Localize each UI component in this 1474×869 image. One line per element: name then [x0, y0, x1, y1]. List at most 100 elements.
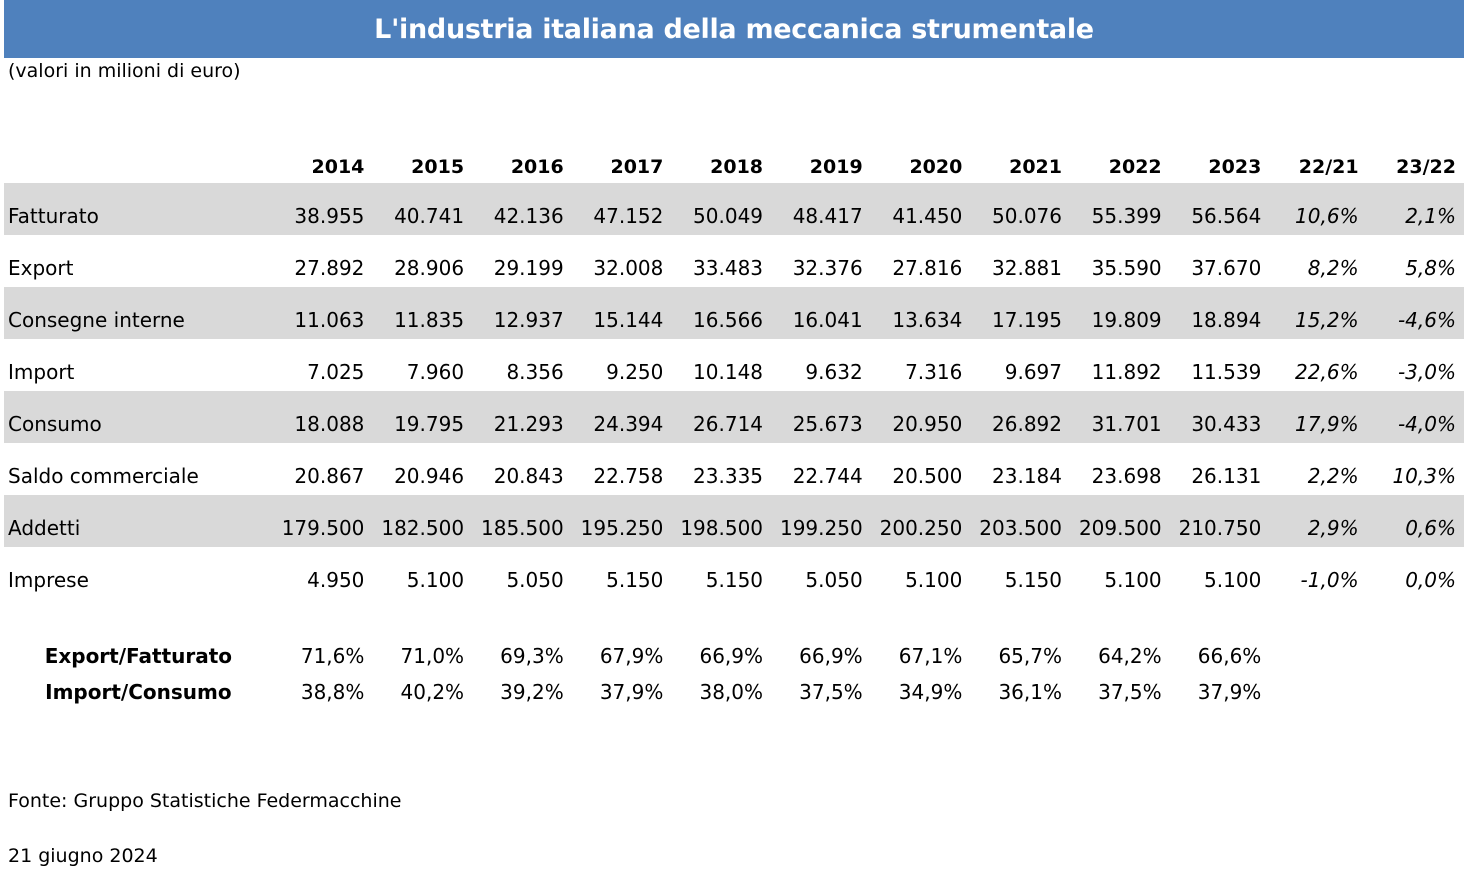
table-cell: 5.100 — [1204, 568, 1262, 592]
table-cell: 15.144 — [571, 287, 672, 339]
table-cell: 8.356 — [506, 360, 564, 384]
table-cell: 7.316 — [905, 360, 963, 384]
column-header: 2015 — [411, 156, 465, 178]
column-header: 2017 — [610, 156, 664, 178]
table-cell: 50.049 — [671, 183, 772, 235]
table-cell: 22,6% — [1295, 360, 1359, 384]
empty-cell — [1367, 674, 1464, 710]
table-cell: 2,2% — [1307, 464, 1359, 488]
page-title: L'industria italiana della meccanica str… — [374, 13, 1094, 45]
ratio-cell: 36,1% — [998, 680, 1062, 704]
ratio-row: Export/Fatturato 71,6% 71,0% 69,3% 67,9% 66,9… — [4, 638, 1464, 674]
ratio-cell: 39,2% — [500, 680, 564, 704]
table-cell: 28.906 — [394, 256, 465, 280]
table-cell: 203.500 — [970, 495, 1070, 547]
ratio-cell: 71,0% — [400, 644, 465, 668]
table-body: Fatturato 38.955 40.741 42.136 47.152 50.049 4… — [4, 183, 1464, 599]
table-cell: 20.950 — [870, 391, 971, 443]
table-cell: 23.698 — [1091, 464, 1162, 488]
ratio-cell: 71,6% — [300, 644, 365, 668]
row-label: Addetti — [4, 495, 273, 547]
ratio-cell: 37,9% — [1197, 680, 1262, 704]
table-cell: 2,1% — [1366, 183, 1464, 235]
row-label: Consegne interne — [4, 287, 273, 339]
source-note: Fonte: Gruppo Statistiche Federmacchine — [8, 790, 402, 812]
data-table: 2014 2015 2016 2017 2018 2019 2020 2021 … — [4, 138, 1464, 599]
empty-cell — [1367, 638, 1464, 674]
table-cell: 26.131 — [1191, 464, 1262, 488]
ratio-cell: 38,0% — [699, 680, 764, 704]
table-cell: 27.892 — [294, 256, 365, 280]
table-cell: 42.136 — [472, 183, 572, 235]
table-row: Saldo commerciale 20.867 20.946 20.843 22.75… — [4, 443, 1464, 495]
table-cell: 25.673 — [771, 391, 871, 443]
table-cell: 11.835 — [372, 287, 473, 339]
table-cell: 22.758 — [593, 464, 664, 488]
table-cell: 5.100 — [1104, 568, 1162, 592]
table-cell: 182.500 — [372, 495, 473, 547]
title-bar: L'industria italiana della meccanica str… — [4, 0, 1464, 58]
header-empty — [4, 138, 273, 183]
table-cell: 29.199 — [493, 256, 564, 280]
row-label: Imprese — [8, 568, 89, 592]
table-cell: -1,0% — [1300, 568, 1359, 592]
table-cell: 5.050 — [805, 568, 863, 592]
table-cell: 19.795 — [372, 391, 473, 443]
table-cell: 48.417 — [771, 183, 871, 235]
ratio-cell: 67,1% — [898, 644, 963, 668]
table-row: Consegne interne 11.063 11.835 12.937 15.144… — [4, 287, 1464, 339]
table-cell: 11.892 — [1091, 360, 1162, 384]
table-cell: 16.566 — [671, 287, 772, 339]
ratio-cell: 66,9% — [799, 644, 863, 668]
empty-cell — [1269, 638, 1366, 674]
table-cell: 209.500 — [1070, 495, 1170, 547]
ratio-cell: 64,2% — [1098, 644, 1162, 668]
table-cell: -4,0% — [1366, 391, 1464, 443]
table-cell: 9.632 — [805, 360, 863, 384]
table-cell: 32.881 — [992, 256, 1062, 280]
table-cell: 10,3% — [1392, 464, 1456, 488]
table-cell: 38.955 — [272, 183, 373, 235]
table-cell: 7.960 — [406, 360, 465, 384]
table-cell: 24.394 — [571, 391, 672, 443]
table-cell: 41.450 — [870, 183, 971, 235]
ratio-cell: 66,9% — [699, 644, 764, 668]
table-cell: 32.376 — [792, 256, 863, 280]
table-cell: 18.088 — [272, 391, 373, 443]
column-header: 2022 — [1108, 156, 1162, 178]
table-row: Consumo 18.088 19.795 21.293 24.394 26.714 25.… — [4, 391, 1464, 443]
table-cell: 31.701 — [1070, 391, 1170, 443]
ratio-cell: 65,7% — [998, 644, 1062, 668]
ratio-cell: 69,3% — [500, 644, 564, 668]
row-label: Saldo commerciale — [8, 464, 199, 488]
table-cell: 5.100 — [406, 568, 465, 592]
table-cell: 195.250 — [571, 495, 672, 547]
table-row: Imprese 4.950 5.100 5.050 5.150 5.150 5.050 5.1… — [4, 547, 1464, 599]
table-cell: 5.150 — [705, 568, 764, 592]
column-header: 2020 — [909, 156, 963, 178]
ratio-label: Export/Fatturato — [44, 644, 233, 668]
column-header: 23/22 — [1396, 156, 1456, 178]
table-cell: 11.063 — [272, 287, 373, 339]
table-cell: 4.950 — [307, 568, 365, 592]
ratios-table: Export/Fatturato 71,6% 71,0% 69,3% 67,9% 66,9… — [4, 638, 1464, 710]
table-row: Addetti 179.500 182.500 185.500 195.250 198.5… — [4, 495, 1464, 547]
table-cell: 56.564 — [1169, 183, 1270, 235]
table-row: Export 27.892 28.906 29.199 32.008 33.483 32.3… — [4, 235, 1464, 287]
column-header: 2014 — [311, 156, 365, 178]
table-cell: 198.500 — [671, 495, 772, 547]
table-cell: 30.433 — [1169, 391, 1270, 443]
table-cell: 17,9% — [1269, 391, 1367, 443]
table-cell: 47.152 — [571, 183, 672, 235]
table-cell: 35.590 — [1091, 256, 1162, 280]
column-header: 2018 — [710, 156, 764, 178]
table-cell: -3,0% — [1397, 360, 1456, 384]
column-header: 22/21 — [1298, 156, 1359, 178]
column-header: 2023 — [1208, 156, 1262, 178]
table-cell: 23.184 — [992, 464, 1062, 488]
table-cell: 5.150 — [1004, 568, 1062, 592]
table-cell: 0,6% — [1366, 495, 1464, 547]
ratio-cell: 40,2% — [400, 680, 465, 704]
ratio-row: Import/Consumo 38,8% 40,2% 39,2% 37,9% 38,0% 3… — [4, 674, 1464, 710]
ratio-label: Import/Consumo — [45, 680, 232, 704]
